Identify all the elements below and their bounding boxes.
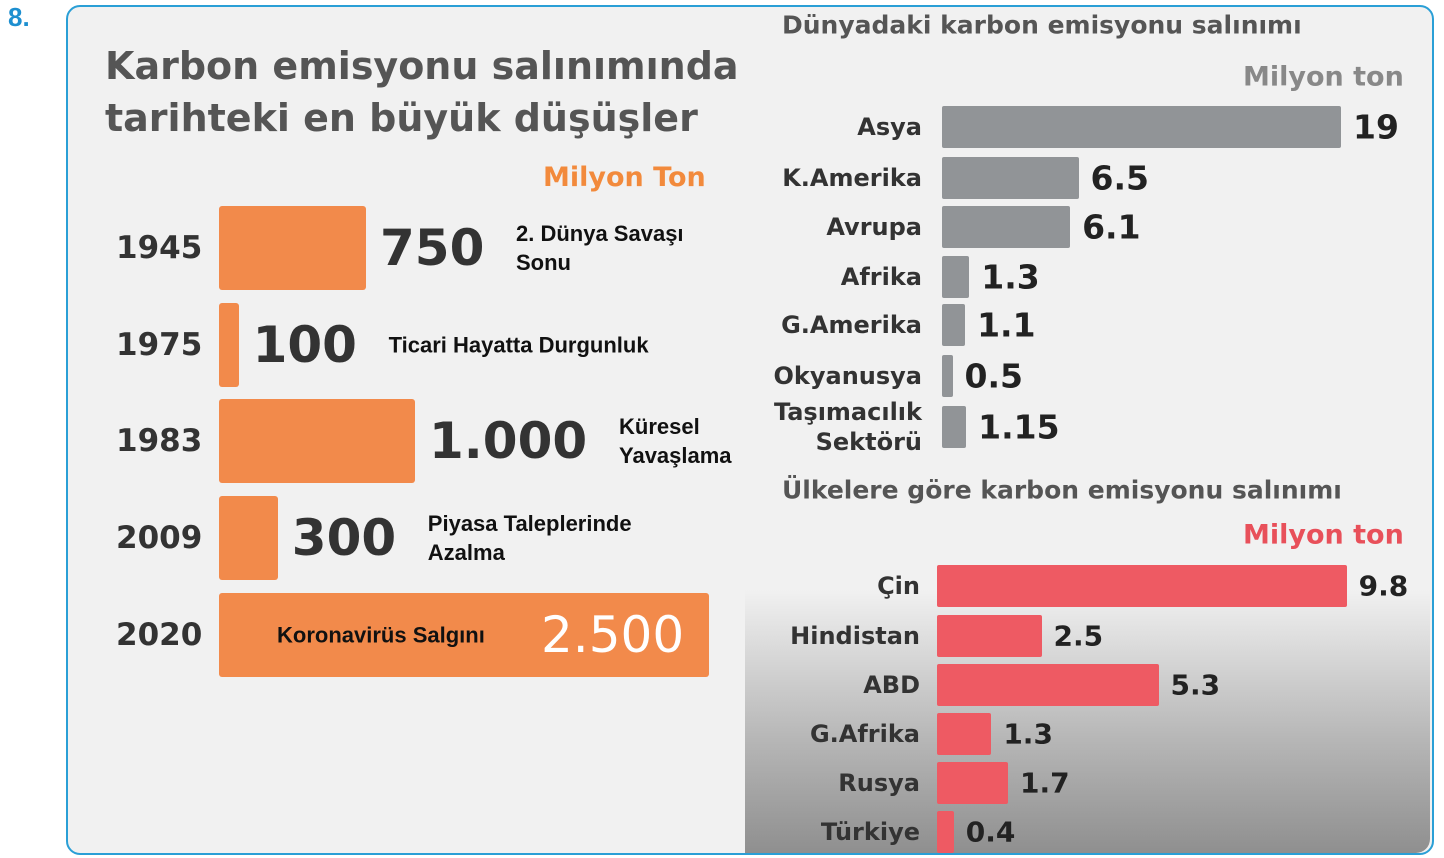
bar: [942, 355, 953, 397]
value-label: 100: [253, 316, 357, 374]
value-label: 9.8: [1359, 570, 1409, 603]
category-label: 1975: [116, 327, 202, 363]
category-label: ABD: [750, 670, 920, 700]
value-label: 300: [292, 509, 396, 567]
category-label: Türkiye: [750, 817, 920, 847]
category-label: Asya: [752, 112, 922, 142]
category-label: 2009: [116, 520, 202, 556]
unit-label: Milyon ton: [1243, 520, 1404, 551]
value-label: 1.15: [978, 408, 1059, 447]
bar: [937, 762, 1008, 804]
category-label: Avrupa: [752, 212, 922, 242]
category-label: Rusya: [750, 768, 920, 798]
bar: [937, 664, 1159, 706]
bar: [942, 206, 1070, 248]
value-label: 5.3: [1171, 669, 1221, 702]
value-label: 6.5: [1091, 159, 1149, 198]
value-label: 2.5: [1054, 620, 1104, 653]
bar: [219, 496, 278, 580]
bar: [942, 157, 1079, 199]
category-label: 2020: [116, 617, 202, 653]
value-label: 6.1: [1082, 208, 1140, 247]
page: 8. Karbon emisyonu salınımında tarihteki…: [0, 0, 1444, 858]
bar: [219, 399, 415, 483]
annotation: Küresel Yavaşlama: [619, 412, 759, 470]
question-number: 8.: [8, 2, 30, 33]
annotation: Piyasa Taleplerinde Azalma: [428, 509, 668, 567]
chart-title: Karbon emisyonu salınımında tarihteki en…: [105, 40, 745, 144]
category-label: Taşımacılık Sektörü: [752, 397, 922, 457]
bar: [937, 811, 954, 853]
value-label: 1.3: [1003, 718, 1053, 751]
bar: [219, 303, 239, 387]
unit-label: Milyon ton: [1243, 62, 1404, 93]
value-label: 750: [380, 219, 484, 277]
value-label: 0.4: [966, 816, 1016, 849]
unit-label: Milyon Ton: [543, 162, 706, 193]
category-label: Hindistan: [750, 621, 920, 651]
chart-title: Ülkelere göre karbon emisyonu salınımı: [782, 476, 1342, 505]
category-label: Afrika: [752, 262, 922, 292]
bar: [942, 256, 969, 298]
category-label: Çin: [750, 571, 920, 601]
bar: [937, 713, 991, 755]
category-label: G.Afrika: [750, 719, 920, 749]
annotation: Koronavirüs Salgını: [277, 621, 577, 650]
category-label: 1983: [116, 423, 202, 459]
bar: [942, 304, 965, 346]
category-label: Okyanusya: [752, 361, 922, 391]
value-label: 0.5: [965, 357, 1023, 396]
category-label: K.Amerika: [752, 163, 922, 193]
value-label: 1.7: [1020, 767, 1070, 800]
bar: [942, 406, 966, 448]
value-label: 19: [1353, 108, 1399, 147]
bar: [937, 565, 1347, 607]
bar: [937, 615, 1042, 657]
value-label: 1.3: [981, 258, 1039, 297]
annotation: 2. Dünya Savaşı Sonu: [516, 219, 716, 277]
category-label: 1945: [116, 230, 202, 266]
annotation: Ticari Hayatta Durgunluk: [389, 331, 709, 360]
value-label: 1.1: [977, 306, 1035, 345]
bar: [219, 206, 366, 290]
value-label: 1.000: [429, 412, 587, 470]
chart-title: Dünyadaki karbon emisyonu salınımı: [782, 11, 1302, 40]
bar: [942, 106, 1341, 148]
category-label: G.Amerika: [752, 310, 922, 340]
